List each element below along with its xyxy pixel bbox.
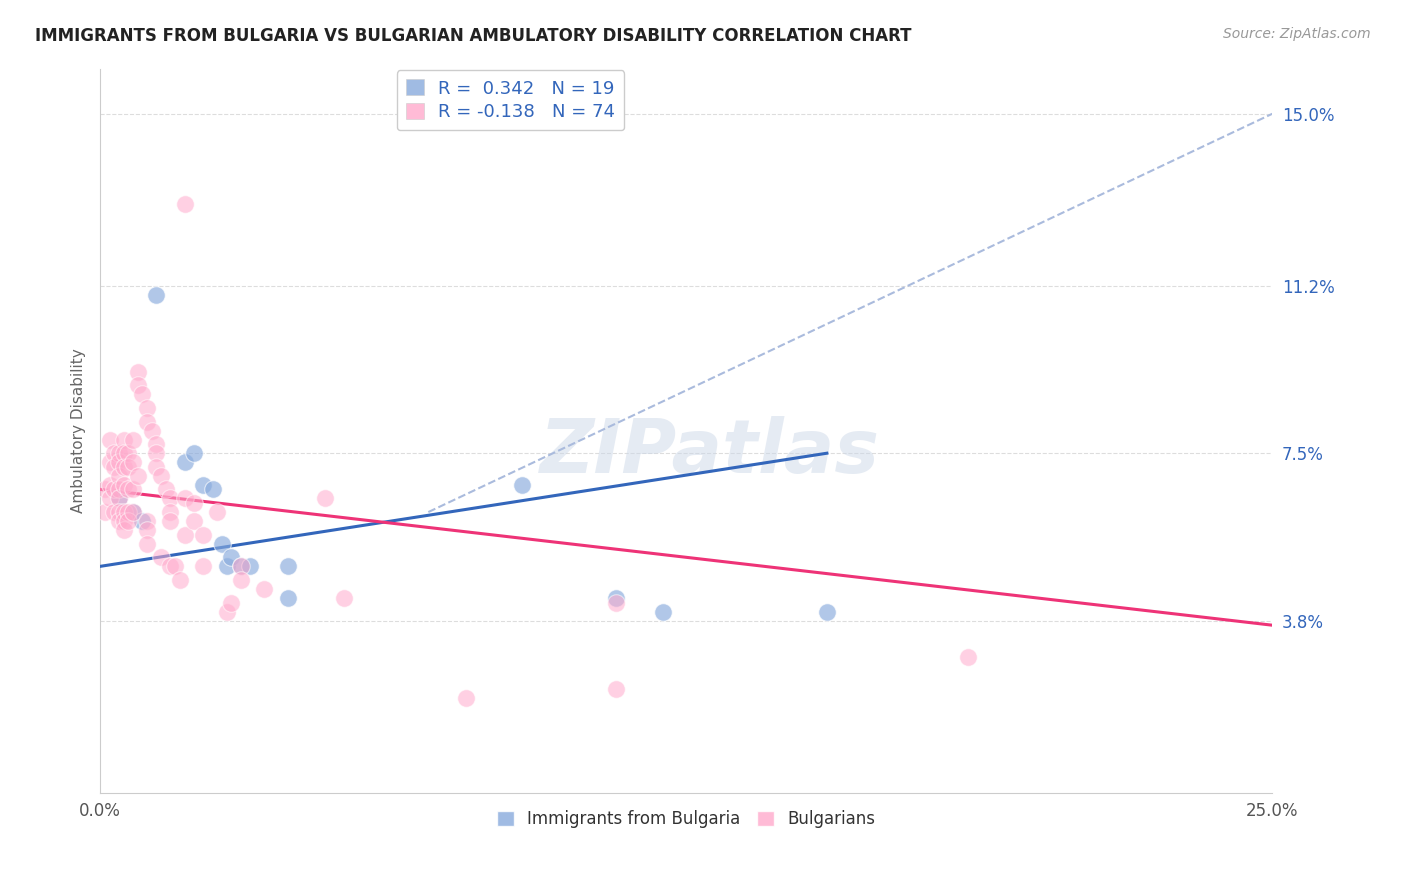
Point	[193, 527, 215, 541]
Point	[108, 505, 131, 519]
Point	[159, 505, 181, 519]
Point	[131, 387, 153, 401]
Point	[108, 446, 131, 460]
Point	[651, 605, 673, 619]
Point	[127, 378, 149, 392]
Point	[454, 690, 477, 705]
Point	[112, 433, 135, 447]
Point	[136, 401, 159, 415]
Point	[127, 365, 149, 379]
Point	[98, 491, 121, 506]
Point	[173, 527, 195, 541]
Point	[165, 559, 187, 574]
Point	[145, 437, 167, 451]
Point	[108, 491, 131, 506]
Point	[169, 573, 191, 587]
Point	[253, 582, 276, 596]
Point	[239, 559, 262, 574]
Point	[193, 559, 215, 574]
Point	[122, 455, 145, 469]
Point	[221, 596, 243, 610]
Point	[136, 415, 159, 429]
Point	[103, 446, 125, 460]
Text: ZIPatlas: ZIPatlas	[540, 416, 880, 489]
Point	[605, 596, 627, 610]
Point	[150, 550, 173, 565]
Point	[94, 505, 117, 519]
Point	[207, 505, 229, 519]
Text: Source: ZipAtlas.com: Source: ZipAtlas.com	[1223, 27, 1371, 41]
Point	[117, 514, 139, 528]
Point	[108, 455, 131, 469]
Point	[112, 505, 135, 519]
Point	[155, 483, 177, 497]
Point	[112, 523, 135, 537]
Point	[117, 483, 139, 497]
Legend: Immigrants from Bulgaria, Bulgarians: Immigrants from Bulgaria, Bulgarians	[491, 804, 882, 835]
Point	[117, 446, 139, 460]
Point	[215, 605, 238, 619]
Point	[211, 537, 233, 551]
Point	[277, 591, 299, 605]
Point	[150, 468, 173, 483]
Point	[173, 197, 195, 211]
Point	[117, 459, 139, 474]
Point	[277, 559, 299, 574]
Point	[108, 468, 131, 483]
Point	[605, 591, 627, 605]
Point	[183, 514, 205, 528]
Point	[112, 514, 135, 528]
Point	[159, 559, 181, 574]
Point	[145, 288, 167, 302]
Point	[145, 446, 167, 460]
Point	[117, 505, 139, 519]
Point	[159, 491, 181, 506]
Point	[108, 514, 131, 528]
Point	[229, 559, 252, 574]
Point	[122, 433, 145, 447]
Point	[122, 483, 145, 497]
Point	[229, 559, 252, 574]
Point	[136, 523, 159, 537]
Point	[956, 649, 979, 664]
Point	[193, 478, 215, 492]
Point	[136, 537, 159, 551]
Point	[229, 573, 252, 587]
Point	[141, 424, 163, 438]
Point	[122, 505, 145, 519]
Point	[159, 514, 181, 528]
Point	[221, 550, 243, 565]
Point	[112, 446, 135, 460]
Text: IMMIGRANTS FROM BULGARIA VS BULGARIAN AMBULATORY DISABILITY CORRELATION CHART: IMMIGRANTS FROM BULGARIA VS BULGARIAN AM…	[35, 27, 911, 45]
Point	[815, 605, 838, 619]
Point	[145, 459, 167, 474]
Point	[98, 433, 121, 447]
Point	[98, 455, 121, 469]
Point	[127, 468, 149, 483]
Point	[314, 491, 336, 506]
Point	[131, 514, 153, 528]
Point	[183, 496, 205, 510]
Point	[103, 505, 125, 519]
Point	[98, 478, 121, 492]
Point	[112, 459, 135, 474]
Point	[108, 483, 131, 497]
Point	[103, 483, 125, 497]
Point	[108, 491, 131, 506]
Point	[510, 478, 533, 492]
Point	[605, 681, 627, 696]
Point	[333, 591, 356, 605]
Point	[201, 483, 224, 497]
Point	[112, 478, 135, 492]
Point	[173, 455, 195, 469]
Point	[183, 446, 205, 460]
Point	[94, 483, 117, 497]
Y-axis label: Ambulatory Disability: Ambulatory Disability	[72, 348, 86, 513]
Point	[173, 491, 195, 506]
Point	[122, 505, 145, 519]
Point	[103, 459, 125, 474]
Point	[215, 559, 238, 574]
Point	[136, 514, 159, 528]
